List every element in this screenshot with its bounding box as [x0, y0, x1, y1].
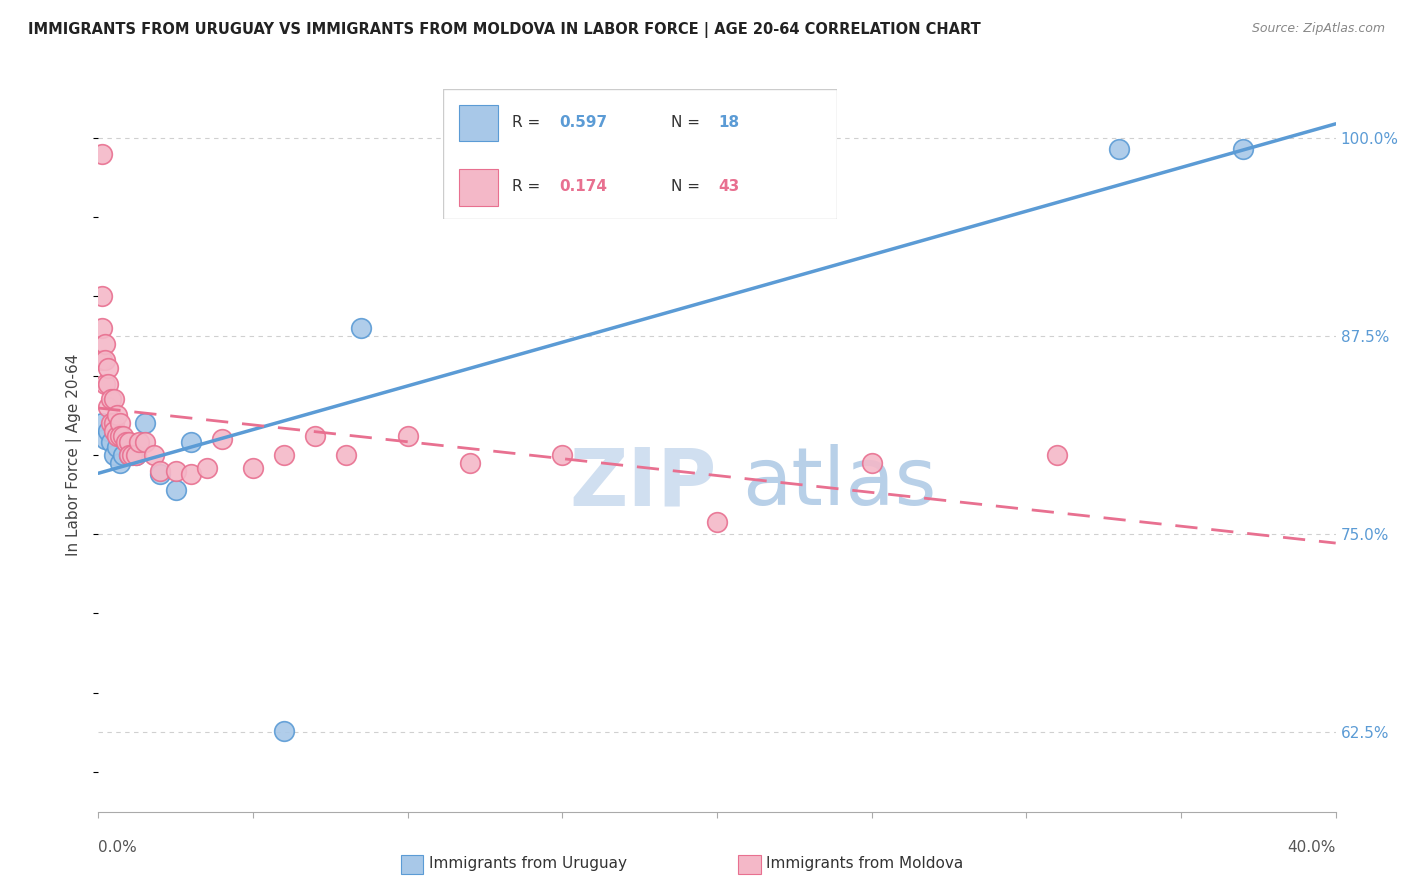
Point: [134, 435, 156, 450]
Point: [121, 448, 143, 462]
Point: [105, 409, 128, 423]
Text: 0.174: 0.174: [560, 179, 607, 194]
Text: Immigrants from Moldova: Immigrants from Moldova: [766, 856, 963, 871]
Point: [100, 435, 122, 450]
Point: [124, 448, 146, 462]
Point: [93, 352, 115, 367]
Point: [149, 467, 172, 481]
Point: [1046, 448, 1069, 462]
Text: 18: 18: [718, 115, 740, 129]
Text: atlas: atlas: [742, 444, 936, 523]
Point: [90, 289, 112, 303]
Point: [134, 416, 156, 430]
Text: R =: R =: [512, 179, 540, 194]
Point: [90, 321, 112, 335]
Point: [105, 429, 128, 443]
Point: [108, 429, 131, 443]
Point: [115, 435, 138, 450]
Text: 0.0%: 0.0%: [98, 840, 138, 855]
Point: [103, 448, 125, 462]
Point: [149, 464, 172, 478]
Point: [105, 440, 128, 454]
Point: [128, 435, 150, 450]
Point: [90, 146, 112, 161]
Point: [118, 435, 141, 450]
Point: [97, 401, 120, 415]
Y-axis label: In Labor Force | Age 20-64: In Labor Force | Age 20-64: [66, 354, 83, 556]
Point: [242, 460, 264, 475]
Text: Immigrants from Uruguay: Immigrants from Uruguay: [429, 856, 627, 871]
Text: N =: N =: [671, 115, 700, 129]
Point: [335, 448, 357, 462]
Point: [103, 392, 125, 407]
Text: 40.0%: 40.0%: [1288, 840, 1336, 855]
Point: [118, 448, 141, 462]
Text: N =: N =: [671, 179, 700, 194]
Point: [100, 392, 122, 407]
Point: [90, 416, 112, 430]
Point: [90, 352, 112, 367]
Point: [97, 376, 120, 391]
Point: [195, 460, 218, 475]
Point: [396, 429, 419, 443]
Point: [165, 464, 187, 478]
Bar: [458, 169, 498, 206]
Point: [304, 429, 326, 443]
Point: [108, 416, 131, 430]
Point: [97, 424, 120, 438]
Point: [273, 723, 295, 738]
Bar: [458, 104, 498, 141]
Point: [458, 456, 481, 470]
Point: [103, 416, 125, 430]
Point: [860, 456, 883, 470]
Point: [143, 448, 166, 462]
Text: 43: 43: [718, 179, 740, 194]
Point: [100, 416, 122, 430]
Point: [273, 448, 295, 462]
Point: [706, 515, 728, 529]
Text: ZIP: ZIP: [569, 444, 717, 523]
Point: [93, 376, 115, 391]
Point: [1232, 142, 1254, 156]
Point: [211, 432, 233, 446]
Text: Source: ZipAtlas.com: Source: ZipAtlas.com: [1251, 22, 1385, 36]
Text: IMMIGRANTS FROM URUGUAY VS IMMIGRANTS FROM MOLDOVA IN LABOR FORCE | AGE 20-64 CO: IMMIGRANTS FROM URUGUAY VS IMMIGRANTS FR…: [28, 22, 981, 38]
Point: [108, 456, 131, 470]
Point: [103, 424, 125, 438]
Point: [118, 448, 141, 462]
Point: [350, 321, 373, 335]
Point: [180, 467, 202, 481]
Text: 0.597: 0.597: [560, 115, 607, 129]
Point: [112, 429, 135, 443]
Point: [1108, 142, 1130, 156]
Point: [124, 448, 146, 462]
Point: [165, 483, 187, 497]
Point: [97, 360, 120, 375]
Text: R =: R =: [512, 115, 540, 129]
Point: [93, 432, 115, 446]
FancyBboxPatch shape: [443, 89, 837, 219]
Point: [93, 337, 115, 351]
Point: [180, 435, 202, 450]
Point: [551, 448, 574, 462]
Point: [112, 448, 135, 462]
